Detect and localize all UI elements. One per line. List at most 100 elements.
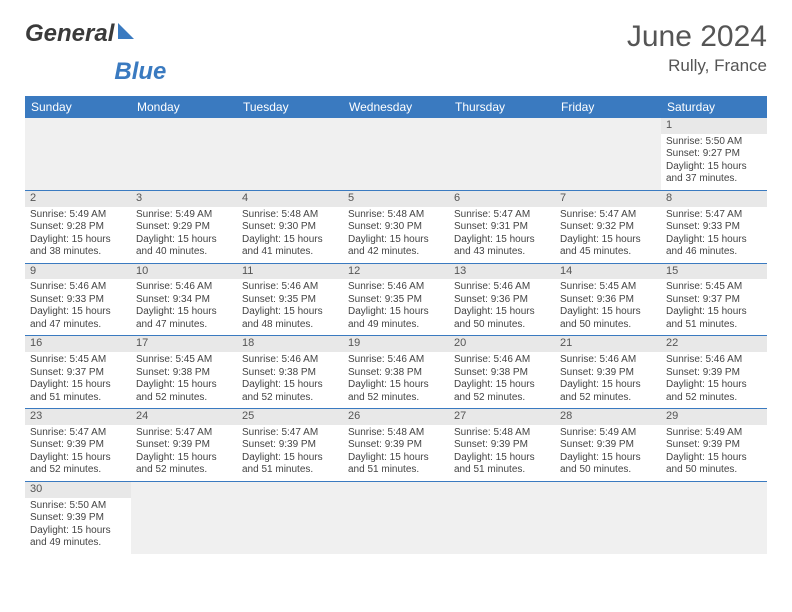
day-number: 7 bbox=[555, 191, 661, 207]
day-sunrise: Sunrise: 5:45 AM bbox=[560, 281, 656, 294]
day-sunset: Sunset: 9:39 PM bbox=[454, 439, 550, 452]
day-daylight: Daylight: 15 hours and 52 minutes. bbox=[136, 452, 232, 477]
day-cell: 27Sunrise: 5:48 AMSunset: 9:39 PMDayligh… bbox=[449, 409, 555, 482]
day-sunrise: Sunrise: 5:46 AM bbox=[348, 281, 444, 294]
day-daylight: Daylight: 15 hours and 52 minutes. bbox=[30, 452, 126, 477]
day-sunrise: Sunrise: 5:49 AM bbox=[666, 427, 762, 440]
day-sunrise: Sunrise: 5:46 AM bbox=[454, 281, 550, 294]
day-cell: 15Sunrise: 5:45 AMSunset: 9:37 PMDayligh… bbox=[661, 263, 767, 336]
weekday-header: Sunday bbox=[25, 96, 131, 118]
day-sunset: Sunset: 9:30 PM bbox=[242, 221, 338, 234]
day-number: 30 bbox=[25, 482, 131, 498]
day-number: 14 bbox=[555, 264, 661, 280]
day-sunset: Sunset: 9:35 PM bbox=[348, 294, 444, 307]
day-daylight: Daylight: 15 hours and 50 minutes. bbox=[666, 452, 762, 477]
day-daylight: Daylight: 15 hours and 49 minutes. bbox=[30, 525, 126, 550]
weekday-header-row: SundayMondayTuesdayWednesdayThursdayFrid… bbox=[25, 96, 767, 118]
day-number: 23 bbox=[25, 409, 131, 425]
day-sunset: Sunset: 9:29 PM bbox=[136, 221, 232, 234]
weekday-header: Friday bbox=[555, 96, 661, 118]
day-sunrise: Sunrise: 5:47 AM bbox=[560, 209, 656, 222]
day-number: 21 bbox=[555, 336, 661, 352]
day-sunrise: Sunrise: 5:48 AM bbox=[454, 427, 550, 440]
day-sunset: Sunset: 9:37 PM bbox=[666, 294, 762, 307]
calendar-table: SundayMondayTuesdayWednesdayThursdayFrid… bbox=[25, 96, 767, 554]
day-number: 4 bbox=[237, 191, 343, 207]
day-cell: 1Sunrise: 5:50 AMSunset: 9:27 PMDaylight… bbox=[661, 118, 767, 190]
day-daylight: Daylight: 15 hours and 42 minutes. bbox=[348, 234, 444, 259]
day-cell bbox=[237, 481, 343, 553]
day-sunset: Sunset: 9:39 PM bbox=[30, 439, 126, 452]
day-sunrise: Sunrise: 5:47 AM bbox=[454, 209, 550, 222]
day-sunset: Sunset: 9:38 PM bbox=[242, 367, 338, 380]
weekday-header: Wednesday bbox=[343, 96, 449, 118]
day-sunrise: Sunrise: 5:49 AM bbox=[30, 209, 126, 222]
day-sunrise: Sunrise: 5:46 AM bbox=[136, 281, 232, 294]
day-cell bbox=[131, 481, 237, 553]
day-cell bbox=[131, 118, 237, 190]
week-row: 16Sunrise: 5:45 AMSunset: 9:37 PMDayligh… bbox=[25, 336, 767, 409]
day-daylight: Daylight: 15 hours and 52 minutes. bbox=[136, 379, 232, 404]
day-cell: 18Sunrise: 5:46 AMSunset: 9:38 PMDayligh… bbox=[237, 336, 343, 409]
day-daylight: Daylight: 15 hours and 52 minutes. bbox=[666, 379, 762, 404]
day-daylight: Daylight: 15 hours and 40 minutes. bbox=[136, 234, 232, 259]
day-number: 22 bbox=[661, 336, 767, 352]
day-daylight: Daylight: 15 hours and 45 minutes. bbox=[560, 234, 656, 259]
day-number: 26 bbox=[343, 409, 449, 425]
day-daylight: Daylight: 15 hours and 37 minutes. bbox=[666, 161, 762, 186]
day-cell: 4Sunrise: 5:48 AMSunset: 9:30 PMDaylight… bbox=[237, 190, 343, 263]
day-daylight: Daylight: 15 hours and 51 minutes. bbox=[242, 452, 338, 477]
day-sunrise: Sunrise: 5:47 AM bbox=[666, 209, 762, 222]
day-cell: 10Sunrise: 5:46 AMSunset: 9:34 PMDayligh… bbox=[131, 263, 237, 336]
day-number: 9 bbox=[25, 264, 131, 280]
day-daylight: Daylight: 15 hours and 51 minutes. bbox=[30, 379, 126, 404]
day-sunset: Sunset: 9:31 PM bbox=[454, 221, 550, 234]
day-daylight: Daylight: 15 hours and 51 minutes. bbox=[348, 452, 444, 477]
day-number: 15 bbox=[661, 264, 767, 280]
day-sunset: Sunset: 9:27 PM bbox=[666, 148, 762, 161]
day-cell: 2Sunrise: 5:49 AMSunset: 9:28 PMDaylight… bbox=[25, 190, 131, 263]
day-sunset: Sunset: 9:38 PM bbox=[348, 367, 444, 380]
day-sunset: Sunset: 9:37 PM bbox=[30, 367, 126, 380]
week-row: 9Sunrise: 5:46 AMSunset: 9:33 PMDaylight… bbox=[25, 263, 767, 336]
day-sunrise: Sunrise: 5:45 AM bbox=[666, 281, 762, 294]
day-number: 17 bbox=[131, 336, 237, 352]
day-daylight: Daylight: 15 hours and 43 minutes. bbox=[454, 234, 550, 259]
day-sunset: Sunset: 9:36 PM bbox=[454, 294, 550, 307]
day-sunrise: Sunrise: 5:50 AM bbox=[666, 136, 762, 149]
day-cell: 26Sunrise: 5:48 AMSunset: 9:39 PMDayligh… bbox=[343, 409, 449, 482]
day-sunrise: Sunrise: 5:47 AM bbox=[30, 427, 126, 440]
day-number: 12 bbox=[343, 264, 449, 280]
day-number: 10 bbox=[131, 264, 237, 280]
day-sunrise: Sunrise: 5:46 AM bbox=[560, 354, 656, 367]
day-sunrise: Sunrise: 5:46 AM bbox=[30, 281, 126, 294]
day-sunset: Sunset: 9:39 PM bbox=[30, 512, 126, 525]
week-row: 23Sunrise: 5:47 AMSunset: 9:39 PMDayligh… bbox=[25, 409, 767, 482]
day-daylight: Daylight: 15 hours and 46 minutes. bbox=[666, 234, 762, 259]
day-cell: 5Sunrise: 5:48 AMSunset: 9:30 PMDaylight… bbox=[343, 190, 449, 263]
day-number: 6 bbox=[449, 191, 555, 207]
day-number: 16 bbox=[25, 336, 131, 352]
day-daylight: Daylight: 15 hours and 41 minutes. bbox=[242, 234, 338, 259]
day-daylight: Daylight: 15 hours and 50 minutes. bbox=[560, 306, 656, 331]
day-number: 28 bbox=[555, 409, 661, 425]
weekday-header: Thursday bbox=[449, 96, 555, 118]
day-number: 5 bbox=[343, 191, 449, 207]
day-daylight: Daylight: 15 hours and 49 minutes. bbox=[348, 306, 444, 331]
day-cell: 19Sunrise: 5:46 AMSunset: 9:38 PMDayligh… bbox=[343, 336, 449, 409]
day-sunrise: Sunrise: 5:47 AM bbox=[242, 427, 338, 440]
day-number: 24 bbox=[131, 409, 237, 425]
day-cell: 14Sunrise: 5:45 AMSunset: 9:36 PMDayligh… bbox=[555, 263, 661, 336]
day-cell: 17Sunrise: 5:45 AMSunset: 9:38 PMDayligh… bbox=[131, 336, 237, 409]
day-sunset: Sunset: 9:39 PM bbox=[560, 367, 656, 380]
sail-icon bbox=[116, 20, 138, 48]
day-sunrise: Sunrise: 5:46 AM bbox=[348, 354, 444, 367]
week-row: 2Sunrise: 5:49 AMSunset: 9:28 PMDaylight… bbox=[25, 190, 767, 263]
day-sunrise: Sunrise: 5:47 AM bbox=[136, 427, 232, 440]
day-sunset: Sunset: 9:39 PM bbox=[348, 439, 444, 452]
day-daylight: Daylight: 15 hours and 47 minutes. bbox=[136, 306, 232, 331]
day-cell: 29Sunrise: 5:49 AMSunset: 9:39 PMDayligh… bbox=[661, 409, 767, 482]
day-daylight: Daylight: 15 hours and 47 minutes. bbox=[30, 306, 126, 331]
day-sunrise: Sunrise: 5:49 AM bbox=[560, 427, 656, 440]
day-daylight: Daylight: 15 hours and 51 minutes. bbox=[454, 452, 550, 477]
